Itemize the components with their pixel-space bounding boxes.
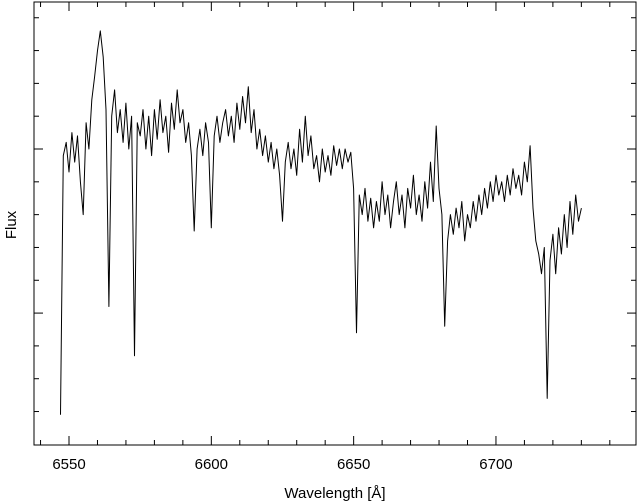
- x-tick-label: 6550: [52, 456, 85, 473]
- spectrum-line: [60, 30, 582, 415]
- x-tick-label: 6700: [479, 456, 512, 473]
- x-tick-label: 6600: [195, 456, 228, 473]
- plot-frame: [33, 1, 637, 446]
- x-axis-label: Wavelength [Å]: [284, 485, 385, 502]
- y-axis-label: Flux: [3, 210, 20, 239]
- x-tick-label: 6650: [337, 456, 370, 473]
